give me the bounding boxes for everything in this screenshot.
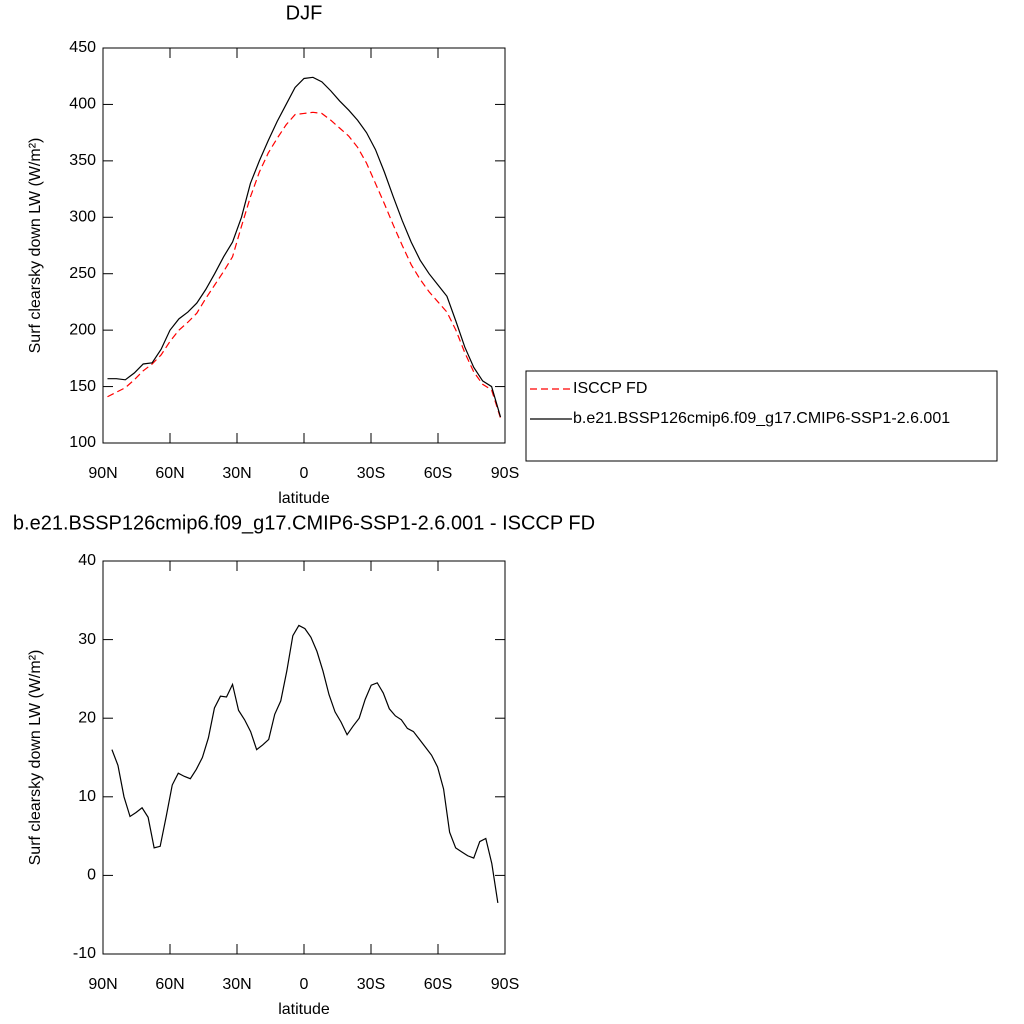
y-tick-label: 0 [87, 867, 96, 884]
legend-label: ISCCP FD [573, 380, 647, 397]
y-tick-label: 40 [78, 552, 96, 569]
y-tick-label: 10 [78, 788, 96, 805]
legend-label: b.e21.BSSP126cmip6.f09_g17.CMIP6-SSP1-2.… [573, 410, 950, 427]
y-tick-label: 350 [69, 152, 96, 169]
data-line [107, 76, 502, 418]
chart-title: DJF [286, 2, 323, 24]
x-tick-label: 30S [357, 976, 385, 993]
data-line [107, 111, 502, 419]
x-tick-label: 30S [357, 465, 385, 482]
x-tick-label: 30N [222, 976, 251, 993]
x-tick-label: 60S [424, 465, 452, 482]
plot-frame [102, 560, 506, 955]
y-tick-label: 30 [78, 631, 96, 648]
x-tick-label: 0 [300, 976, 309, 993]
y-tick-label: 100 [69, 434, 96, 451]
x-tick-label: 60N [155, 465, 184, 482]
y-tick-label: -10 [73, 945, 96, 962]
x-tick-label: 60S [424, 976, 452, 993]
chart-title: b.e21.BSSP126cmip6.f09_g17.CMIP6-SSP1-2.… [13, 512, 595, 534]
x-axis-label: latitude [278, 1001, 330, 1018]
x-tick-label: 60N [155, 976, 184, 993]
y-axis-label: Surf clearsky down LW (W/m²) [27, 650, 44, 866]
legend-box [525, 370, 998, 462]
x-tick-label: 90S [491, 976, 519, 993]
x-tick-label: 90N [88, 465, 117, 482]
x-tick-label: 90N [88, 976, 117, 993]
y-tick-label: 150 [69, 378, 96, 395]
y-tick-label: 20 [78, 709, 96, 726]
x-tick-label: 90S [491, 465, 519, 482]
y-tick-label: 200 [69, 321, 96, 338]
x-tick-label: 30N [222, 465, 251, 482]
x-tick-label: 0 [300, 465, 309, 482]
y-tick-label: 400 [69, 96, 96, 113]
y-tick-label: 450 [69, 39, 96, 56]
y-tick-label: 300 [69, 209, 96, 226]
data-line [111, 624, 499, 904]
y-tick-label: 250 [69, 265, 96, 282]
y-axis-label: Surf clearsky down LW (W/m²) [27, 138, 44, 354]
plot-frame [102, 47, 506, 444]
x-axis-label: latitude [278, 490, 330, 507]
